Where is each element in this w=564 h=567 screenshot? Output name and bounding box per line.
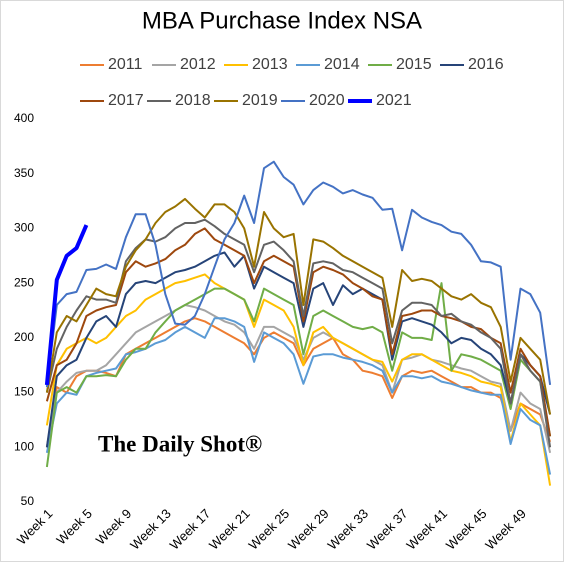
legend-label: 2019 <box>242 92 278 109</box>
y-tick-label: 100 <box>14 439 34 453</box>
series-line <box>45 218 552 448</box>
legend-label: 2021 <box>376 92 412 109</box>
watermark: The Daily Shot® <box>98 431 262 456</box>
legend-label: 2013 <box>252 56 288 73</box>
series-line <box>45 197 552 415</box>
legend-label: 2011 <box>108 56 143 73</box>
series-line <box>45 251 552 448</box>
legend-label: 2016 <box>468 56 504 73</box>
series-line <box>44 224 89 386</box>
legend-label: 2018 <box>175 92 211 109</box>
series-line <box>45 273 552 486</box>
y-tick-label: 300 <box>14 221 34 235</box>
y-tick-label: 150 <box>14 385 34 399</box>
y-tick-label: 200 <box>14 330 34 344</box>
y-tick-label: 250 <box>14 275 34 289</box>
series-line <box>45 160 552 388</box>
legend-label: 2020 <box>309 92 345 109</box>
legend-label: 2014 <box>324 56 360 73</box>
chart-title: MBA Purchase Index NSA <box>142 7 422 34</box>
y-tick-label: 350 <box>14 166 34 180</box>
legend-label: 2012 <box>180 56 216 73</box>
series-line <box>45 282 552 468</box>
y-tick-label: 50 <box>21 494 35 508</box>
y-tick-label: 400 <box>14 111 34 125</box>
legend-label: 2017 <box>108 92 144 109</box>
legend-label: 2015 <box>396 56 432 73</box>
series-line <box>45 317 552 448</box>
